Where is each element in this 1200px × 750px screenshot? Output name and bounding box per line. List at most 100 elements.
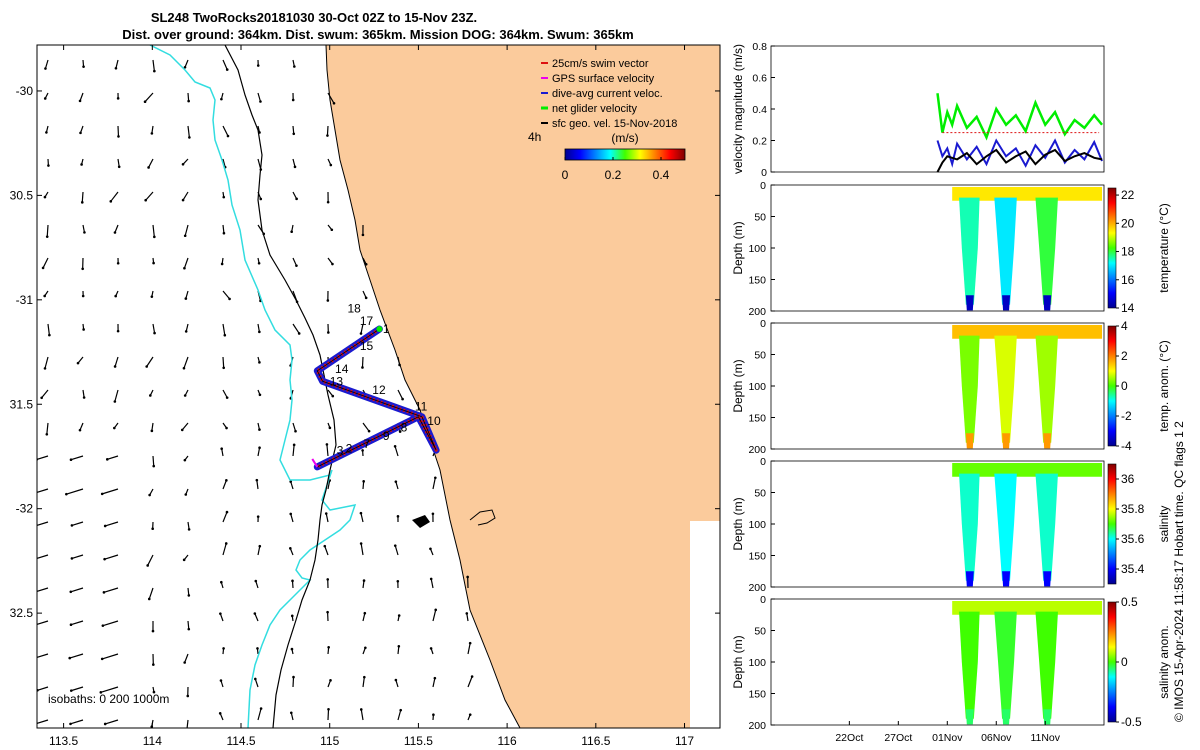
vector-arrow: [37, 554, 49, 560]
vector-arrow-head: [45, 432, 49, 436]
vector-arrow: [105, 521, 119, 527]
section-colorbar: [1107, 325, 1117, 447]
section-colorbar-tick-label: 35.6: [1121, 532, 1145, 546]
vector-arrow-head: [48, 333, 51, 337]
vector-arrow: [397, 389, 404, 400]
vector-arrow-head: [116, 261, 120, 265]
vector-arrow-head: [78, 99, 82, 103]
section-y-tick-label: 150: [748, 689, 766, 701]
legend-net-glider: net glider velocity: [552, 103, 637, 115]
vector-arrow-head: [183, 394, 187, 397]
vector-arrow-head: [225, 479, 228, 482]
vector-arrow-head: [361, 233, 365, 237]
section-colorbar-label: salinity: [1157, 506, 1171, 543]
vector-arrow-head: [258, 330, 261, 334]
section-y-tick-label: 200: [748, 444, 766, 456]
section-dive-wedge: [959, 335, 980, 443]
vector-arrow-head: [80, 201, 84, 204]
section-y-tick-label: 100: [748, 381, 766, 393]
coastline-isobath-0: [325, 45, 521, 728]
time-axis-tick-label: 22Oct: [835, 732, 863, 744]
legend-gps-velocity: GPS surface velocity: [552, 73, 655, 85]
vector-arrow: [107, 455, 119, 460]
section-colorbar-tick-label: 16: [1121, 273, 1135, 287]
section-y-tick-label: 100: [748, 243, 766, 255]
vector-arrow: [42, 257, 49, 269]
vector-arrow: [222, 389, 228, 398]
vector-arrow: [432, 477, 436, 490]
vector-arrow: [110, 191, 119, 202]
vector-arrow-head: [187, 99, 190, 103]
vector-arrow: [187, 620, 190, 630]
vector-arrow-head: [150, 132, 154, 135]
vector-arrow: [117, 158, 120, 167]
time-axis: 22Oct 27Oct 01Nov 06Nov 11Nov: [835, 721, 1061, 744]
vector-arrow-head: [187, 627, 191, 631]
waypoint-label: 12: [372, 383, 386, 397]
vector-arrow-head: [34, 591, 37, 594]
vector-arrow-head: [113, 365, 117, 368]
vector-arrow-head: [43, 367, 47, 370]
vector-arrow: [77, 356, 84, 364]
figure-title-line2: Dist. over ground: 364km. Dist. swum: 36…: [122, 27, 634, 42]
vector-arrow-head: [105, 458, 109, 461]
vector-arrow-head: [182, 558, 186, 562]
vector-arrow-head: [367, 429, 371, 433]
vector-arrow: [151, 422, 154, 431]
vector-arrow-head: [219, 679, 223, 682]
vector-arrow-head: [82, 396, 86, 399]
vector-arrow: [257, 708, 262, 721]
vector-arrow-head: [101, 624, 105, 627]
footer-credit: © IMOS 15-Apr-2024 11:58:17 Hobart time.…: [1172, 421, 1186, 722]
vector-arrow: [183, 356, 189, 369]
speed-colorbar-ticks: 0 0.2 0.4: [562, 157, 670, 182]
velocity-series-line: [936, 93, 1104, 141]
vector-arrow-head: [219, 612, 222, 615]
section-colorbar-tick-label: 0: [1121, 379, 1128, 393]
vector-arrow-head: [292, 132, 296, 136]
vector-arrow-head: [220, 580, 223, 584]
section-colorbar-tick-label: -0.5: [1121, 715, 1142, 729]
section-y-tick-label: 150: [748, 275, 766, 287]
section-y-tick-label: 0: [760, 180, 766, 192]
vector-arrow: [102, 620, 119, 627]
vector-arrow-head: [103, 524, 107, 528]
vector-arrow-head: [225, 396, 229, 399]
map-x-tick-label: 115: [320, 734, 339, 748]
map-y-ticks: -30 30.5 -31 31.5 -32 32.5: [10, 84, 720, 620]
section-dive-deep-tip: [965, 571, 974, 587]
map-x-ticks: 113.5 114 114.5 115 115.5 116 116.5 117: [49, 45, 694, 748]
vector-arrow-head: [80, 163, 83, 166]
section-colorbar-label: temperature (°C): [1157, 203, 1171, 293]
section-dive-wedge: [994, 473, 1017, 581]
section-dive-deep-tip: [1002, 295, 1011, 311]
waypoint-label: 2: [346, 441, 353, 455]
vector-arrow-head: [223, 333, 227, 337]
vector-arrow: [360, 543, 364, 556]
vector-arrow: [397, 709, 402, 721]
vector-arrow-head: [324, 512, 328, 515]
vector-arrow-head: [102, 591, 106, 594]
speed-colorbar-gradient: [564, 148, 686, 161]
vector-arrow: [183, 257, 189, 269]
vector-arrow: [360, 709, 364, 721]
vector-arrow-head: [81, 294, 85, 298]
vector-arrow-head: [325, 443, 329, 446]
vector-arrow-head: [113, 426, 116, 430]
vector-arrow-head: [113, 231, 117, 234]
vector-arrow-head: [116, 329, 120, 333]
vector-arrow-head: [225, 426, 228, 430]
vector-arrow-head: [150, 295, 154, 298]
waypoint-label: 3: [337, 443, 344, 457]
time-axis-tick-label: 11Nov: [1030, 732, 1060, 744]
section-ylabel: Depth (m): [731, 635, 745, 688]
vector-arrow-head: [220, 447, 223, 451]
vector-arrow-head: [256, 647, 259, 650]
vector-arrow: [70, 719, 84, 725]
section-colorbar-tick-label: 35.8: [1121, 502, 1145, 516]
vector-field: [34, 59, 474, 728]
vector-arrow-head: [220, 262, 224, 266]
vector-arrow: [254, 613, 259, 622]
vector-arrow: [105, 719, 119, 725]
vector-arrow: [394, 446, 399, 457]
